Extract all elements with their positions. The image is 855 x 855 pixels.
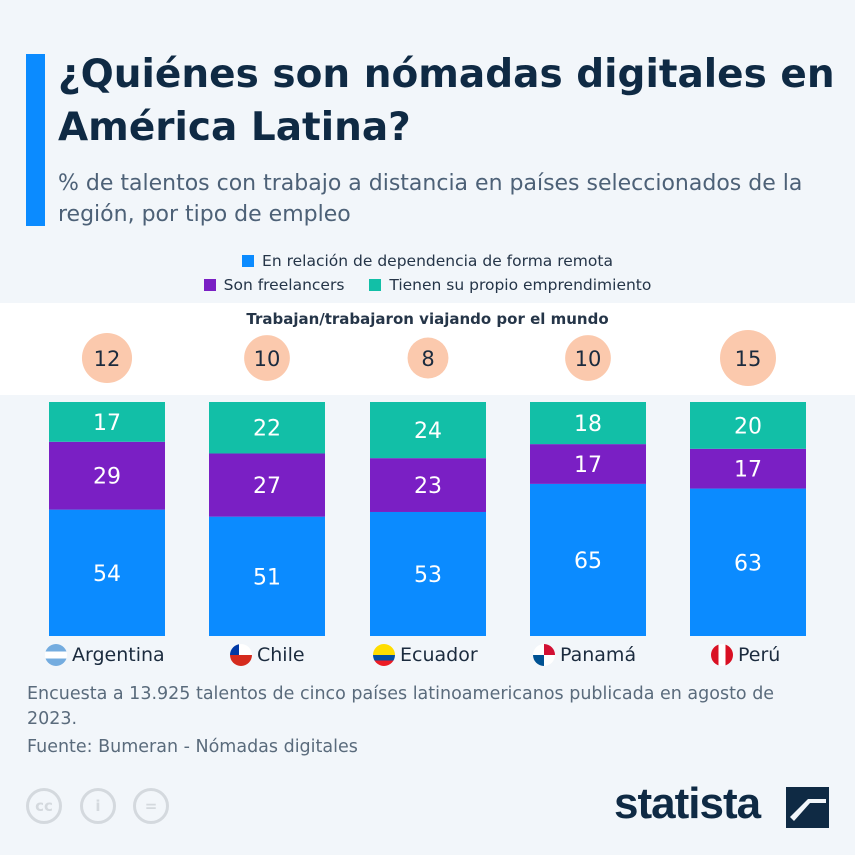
- country-name: Panamá: [560, 644, 637, 666]
- panama-flag-icon: [533, 644, 555, 666]
- peru-flag-icon: [711, 644, 733, 666]
- no-derivatives-icon[interactable]: =: [133, 788, 169, 824]
- bar-segment: [209, 516, 325, 636]
- bar-segment: [530, 483, 646, 636]
- data-label: 23: [414, 474, 442, 499]
- legend-label: Son freelancers: [223, 276, 345, 294]
- bubble: [81, 332, 133, 384]
- legend-swatch: [242, 255, 255, 267]
- legend-label: En relación de dependencia de forma remo…: [262, 252, 613, 270]
- cc-icon[interactable]: cc: [26, 788, 62, 824]
- bar-segment: [690, 448, 806, 489]
- data-label: 29: [93, 465, 121, 490]
- bubble: [407, 337, 449, 379]
- data-label: 20: [734, 414, 762, 439]
- title-accent-bar: [26, 54, 45, 226]
- country-name: Ecuador: [400, 644, 478, 666]
- data-label: 24: [414, 419, 442, 444]
- bubble-label: 10: [575, 347, 602, 371]
- data-label: 18: [574, 412, 602, 437]
- bubble-label: 8: [421, 347, 434, 371]
- bar-segment: [370, 511, 486, 636]
- data-label: 17: [93, 411, 121, 436]
- bar-segment: [530, 402, 646, 445]
- argentina-flag-icon: [45, 644, 67, 666]
- country-label-panama: Panamá: [533, 644, 636, 666]
- legend: Son freelancers Tienen su propio emprend…: [0, 276, 855, 294]
- data-label: 63: [734, 551, 762, 576]
- bubble-label: 10: [254, 347, 281, 371]
- bar-segment: [690, 402, 806, 449]
- page-subtitle: % de talentos con trabajo a distancia en…: [58, 171, 803, 227]
- legend: En relación de dependencia de forma remo…: [0, 252, 855, 270]
- data-label: 54: [93, 562, 121, 587]
- bar-segment: [49, 509, 165, 636]
- data-label: 51: [253, 565, 281, 590]
- legend-swatch: [369, 279, 382, 291]
- bar-segment: [49, 402, 165, 442]
- data-label: 22: [253, 417, 281, 442]
- bar-segment: [530, 444, 646, 484]
- data-label: 17: [734, 458, 762, 483]
- country-name: Perú: [738, 644, 781, 666]
- bar-segment: [370, 402, 486, 459]
- attribution-icon[interactable]: i: [80, 788, 116, 824]
- country-label-ecuador: Ecuador: [373, 644, 478, 666]
- bubble-label: 12: [94, 347, 121, 371]
- page-title: ¿Quiénes son nómadas digitales en Améric…: [58, 52, 835, 150]
- legend-item-entrepreneurs: Tienen su propio emprendimiento: [369, 276, 651, 294]
- survey-note: Encuesta a 13.925 talentos de cinco país…: [27, 684, 775, 729]
- bubble: [720, 330, 776, 386]
- data-label: 17: [574, 453, 602, 478]
- country-name: Chile: [257, 644, 305, 666]
- bar-segment: [370, 458, 486, 512]
- bubble-title: Trabajan/trabajaron viajando por el mund…: [246, 310, 609, 328]
- legend-swatch: [203, 279, 216, 291]
- data-label: 65: [574, 549, 602, 574]
- statista-logo[interactable]: statista: [614, 779, 761, 828]
- ecuador-flag-icon: [373, 644, 395, 666]
- bar-segment: [209, 402, 325, 454]
- bar-segment: [209, 453, 325, 517]
- data-label: 27: [253, 474, 281, 499]
- bar-segment: [49, 441, 165, 510]
- chile-flag-icon: [230, 644, 252, 666]
- source-link[interactable]: Fuente: Bumeran - Nómadas digitales: [27, 737, 358, 757]
- country-name: Argentina: [72, 644, 165, 666]
- bubble: [565, 335, 611, 381]
- legend-label: Tienen su propio emprendimiento: [389, 276, 652, 294]
- country-label-argentina: Argentina: [45, 644, 165, 666]
- bubble: [244, 335, 290, 381]
- bar-segment: [690, 488, 806, 636]
- legend-item-freelancers: Son freelancers: [203, 276, 345, 294]
- data-label: 53: [414, 563, 442, 588]
- bubble-label: 15: [735, 347, 762, 371]
- statista-logo-mark: [786, 787, 829, 828]
- legend-item-remote: En relación de dependencia de forma remo…: [242, 252, 613, 270]
- country-label-chile: Chile: [230, 644, 305, 666]
- country-label-peru: Perú: [711, 644, 780, 666]
